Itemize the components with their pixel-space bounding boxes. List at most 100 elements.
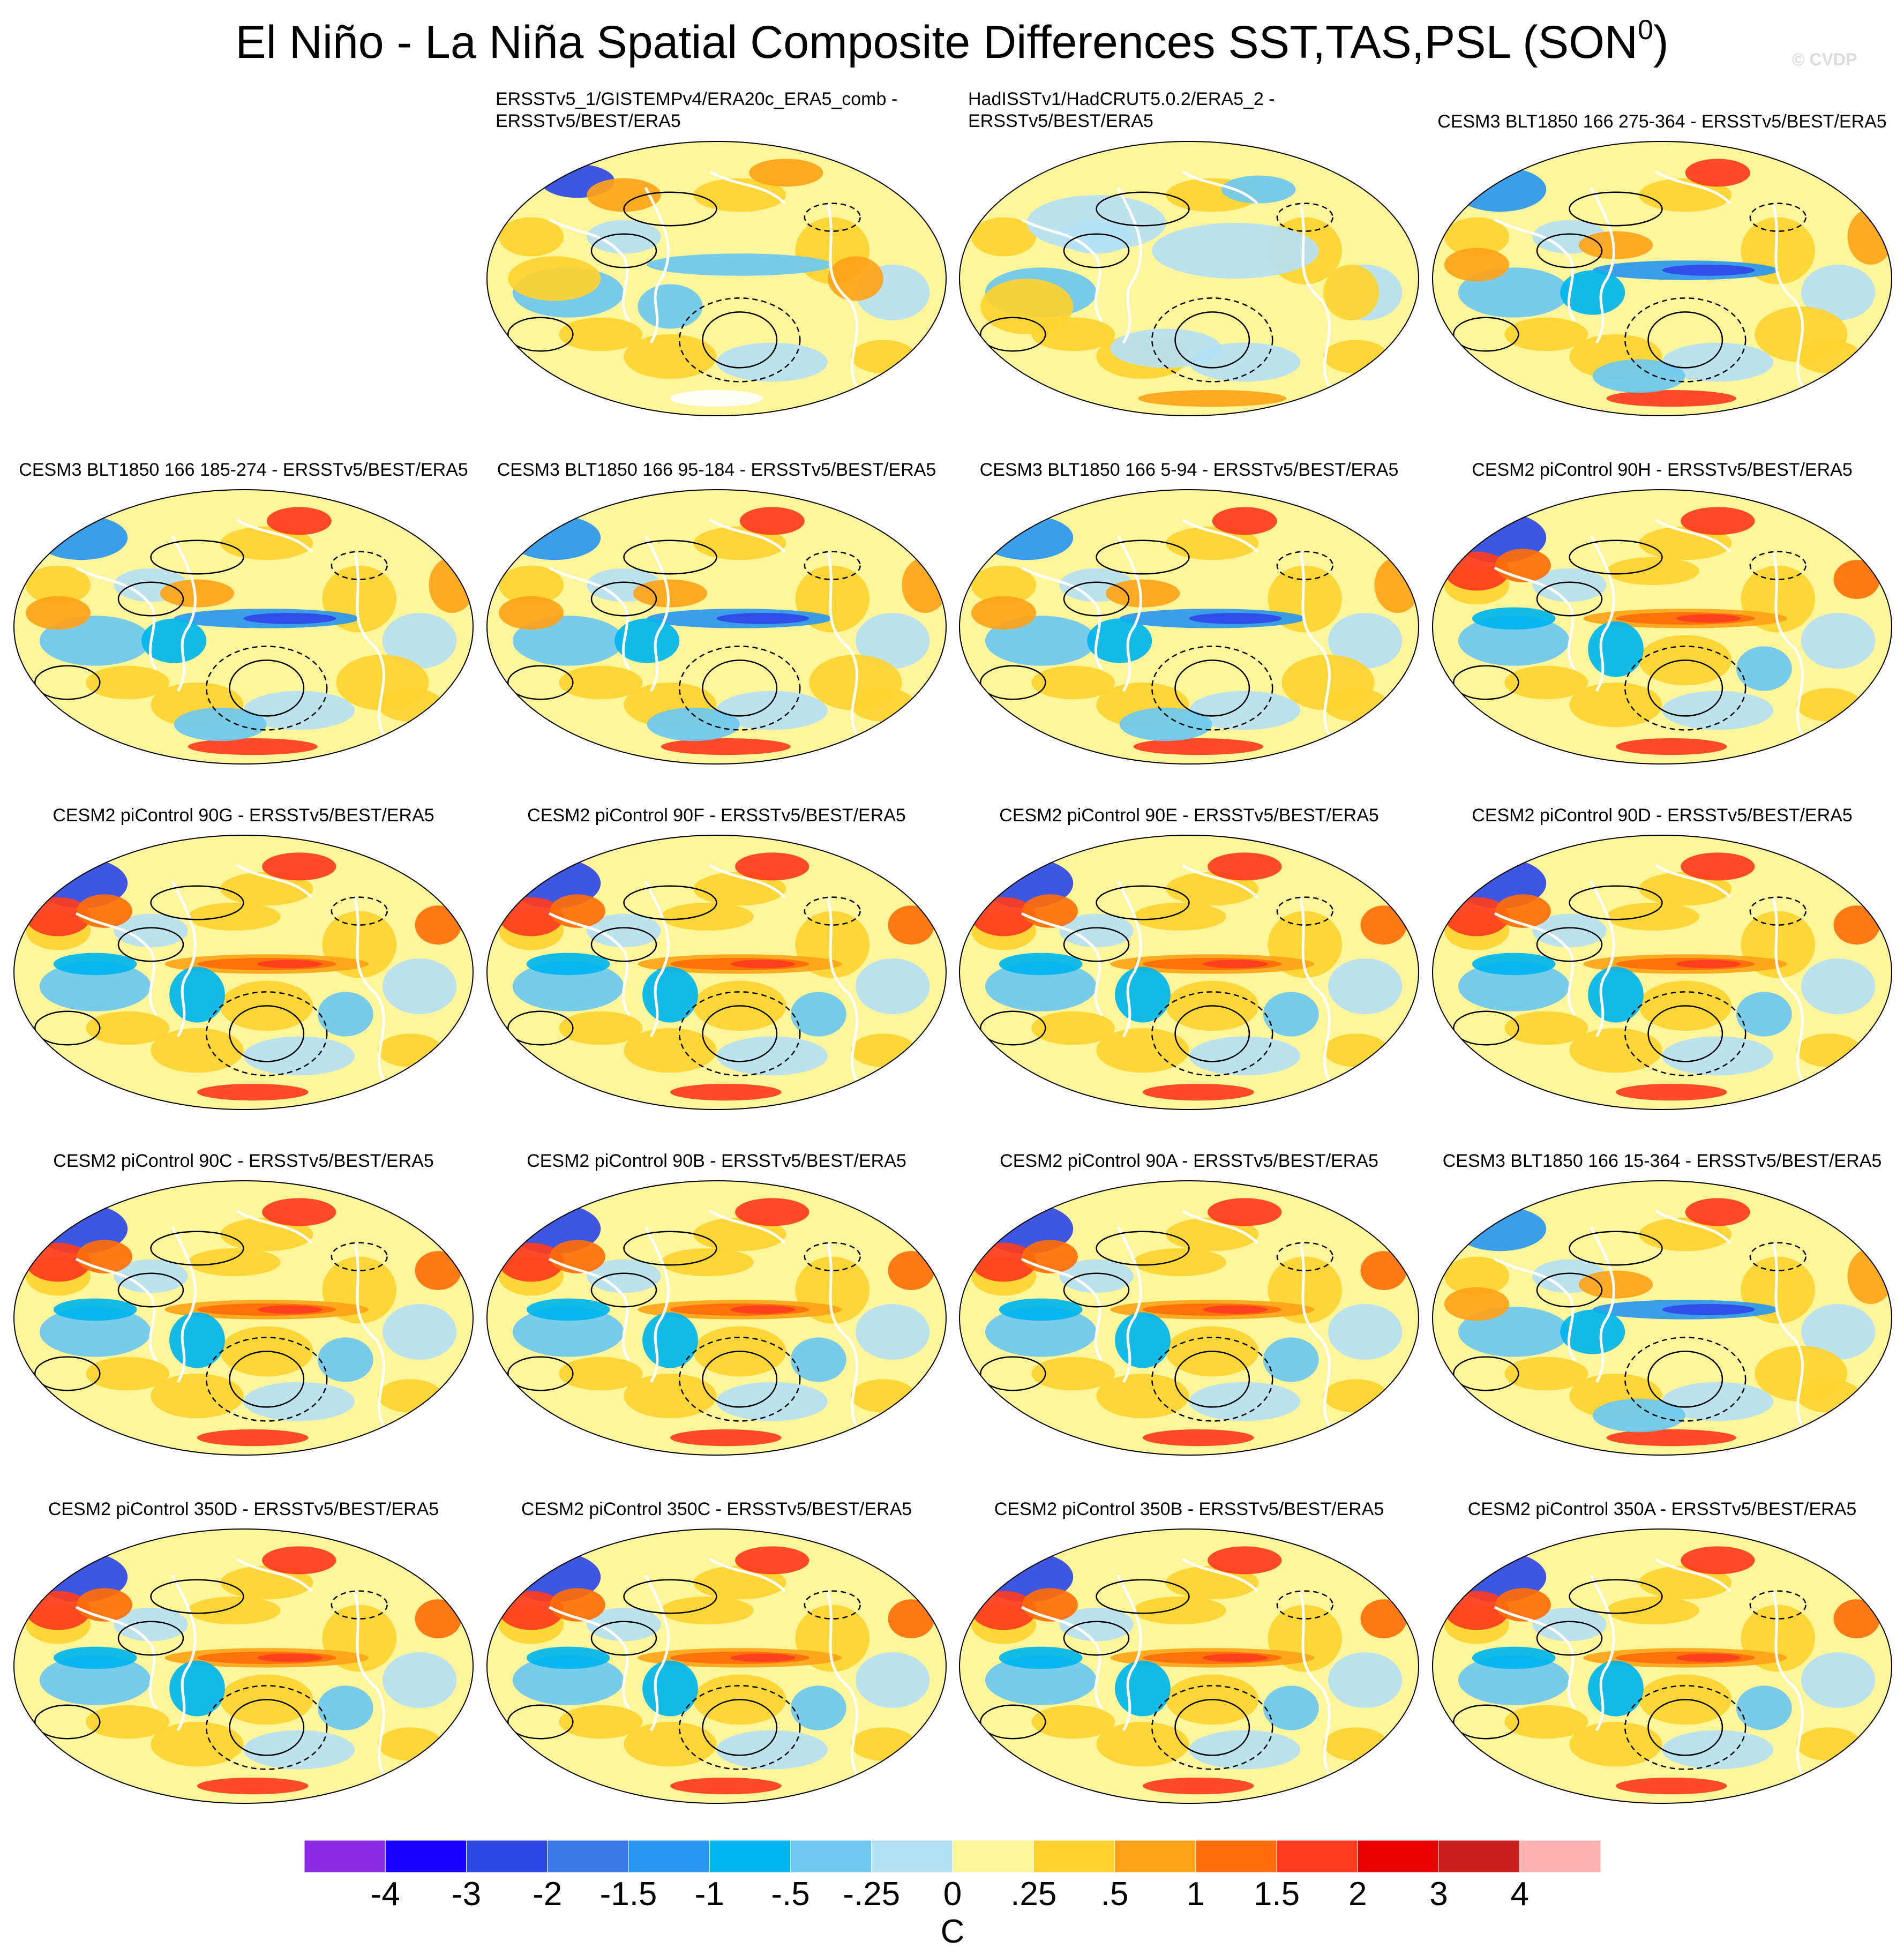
psl-contour bbox=[679, 297, 801, 383]
anomaly-region bbox=[670, 390, 763, 407]
psl-contour bbox=[1174, 1699, 1250, 1756]
coastline bbox=[1590, 186, 1615, 344]
anomaly-region bbox=[735, 1198, 809, 1226]
composite-map bbox=[959, 1180, 1419, 1456]
anomaly-region bbox=[1616, 1084, 1727, 1101]
coastline bbox=[826, 897, 861, 1086]
anomaly-region bbox=[1847, 209, 1892, 265]
coastline bbox=[1494, 1257, 1577, 1362]
colorbar-tick: 1.5 bbox=[1253, 1876, 1300, 1913]
panel-title-line1: CESM2 piControl 90H - ERSSTv5/BEST/ERA5 bbox=[1472, 460, 1853, 480]
psl-contour bbox=[1151, 297, 1273, 383]
psl-contour bbox=[117, 1272, 184, 1308]
coastline bbox=[709, 864, 786, 898]
anomaly-region bbox=[1444, 217, 1510, 257]
coastline bbox=[1590, 1574, 1615, 1732]
psl-contour bbox=[1647, 1005, 1723, 1062]
anomaly-region bbox=[1662, 691, 1774, 730]
anomaly-region bbox=[1458, 1655, 1570, 1705]
map-border bbox=[486, 141, 947, 416]
psl-contour bbox=[1624, 297, 1746, 383]
psl-contour bbox=[1151, 1337, 1273, 1422]
anomaly-region bbox=[856, 613, 930, 669]
composite-map bbox=[486, 1528, 947, 1804]
psl-contour bbox=[331, 1590, 388, 1620]
colorbar-tick: .5 bbox=[1100, 1876, 1129, 1913]
anomaly-region bbox=[1059, 1259, 1134, 1293]
panel-title: CESM2 piControl 90C - ERSSTv5/BEST/ERA5 bbox=[12, 1150, 475, 1172]
anomaly-region bbox=[985, 1655, 1097, 1705]
coastline bbox=[548, 912, 631, 1016]
anomaly-region bbox=[587, 1607, 661, 1642]
anomaly-region bbox=[1323, 265, 1380, 320]
panel-title-line1: CESM3 BLT1850 166 185-274 - ERSSTv5/BEST… bbox=[19, 460, 468, 480]
anomaly-region bbox=[730, 1653, 796, 1662]
coastline bbox=[1299, 1242, 1333, 1432]
colorbar-bin bbox=[1195, 1840, 1277, 1872]
anomaly-region bbox=[1569, 1722, 1662, 1767]
psl-contour bbox=[804, 1242, 861, 1271]
colorbar-bin bbox=[628, 1840, 710, 1872]
anomaly-region bbox=[1504, 1705, 1588, 1739]
psl-contour bbox=[1096, 1231, 1190, 1266]
coastline bbox=[1181, 864, 1258, 898]
anomaly-region bbox=[730, 1305, 796, 1314]
panel-title: CESM2 piControl 90G - ERSSTv5/BEST/ERA5 bbox=[12, 805, 475, 827]
psl-contour bbox=[1749, 1242, 1806, 1271]
psl-contour bbox=[623, 539, 717, 575]
panel-title-line1: CESM2 piControl 90G - ERSSTv5/BEST/ERA5 bbox=[53, 805, 434, 826]
map-border bbox=[959, 1180, 1419, 1456]
anomaly-region bbox=[1606, 1429, 1736, 1447]
anomaly-region bbox=[642, 1660, 698, 1717]
anomaly-region bbox=[856, 1304, 930, 1360]
anomaly-region bbox=[86, 1011, 170, 1045]
map-panel: CESM3 BLT1850 166 95-184 - ERSSTv5/BEST/… bbox=[485, 437, 948, 766]
psl-contour bbox=[1151, 991, 1273, 1076]
anomaly-region bbox=[526, 1646, 610, 1669]
coastline bbox=[171, 880, 197, 1038]
anomaly-region bbox=[220, 1217, 313, 1251]
psl-contour bbox=[1624, 1685, 1746, 1770]
anomaly-region bbox=[415, 905, 462, 945]
anomaly-region bbox=[1639, 178, 1732, 212]
psl-contour bbox=[1647, 660, 1723, 717]
anomaly-region bbox=[1203, 960, 1268, 969]
colorbar-tick: -1 bbox=[694, 1876, 724, 1913]
psl-contour bbox=[1096, 191, 1190, 227]
colorbar-bin bbox=[385, 1840, 467, 1872]
anomaly-region bbox=[1676, 1653, 1741, 1662]
psl-contour bbox=[1569, 1231, 1663, 1266]
map-panel: CESM2 piControl 90H - ERSSTv5/BEST/ERA5 bbox=[1430, 437, 1894, 766]
anomaly-region bbox=[1662, 1730, 1774, 1770]
anomaly-region bbox=[383, 1304, 457, 1360]
anomaly-region bbox=[1096, 1028, 1189, 1073]
anomaly-region bbox=[1119, 707, 1212, 741]
coastline bbox=[1116, 535, 1142, 692]
anomaly-region bbox=[661, 738, 791, 755]
anomaly-region bbox=[1115, 966, 1171, 1023]
composite-map bbox=[1432, 1528, 1892, 1804]
anomaly-region bbox=[1606, 390, 1736, 407]
map-panel: CESM2 piControl 90G - ERSSTv5/BEST/ERA5 bbox=[12, 782, 475, 1112]
anomaly-region bbox=[716, 613, 809, 624]
coastline bbox=[1021, 218, 1104, 323]
panel-title: CESM2 piControl 350C - ERSSTv5/BEST/ERA5 bbox=[485, 1498, 948, 1520]
anomaly-region bbox=[1328, 613, 1403, 669]
anomaly-region bbox=[1026, 195, 1166, 251]
panel-title-line1: CESM3 BLT1850 166 275-364 - ERSSTv5/BEST… bbox=[1437, 111, 1887, 132]
panel-title-line1: CESM2 piControl 90E - ERSSTv5/BEST/ERA5 bbox=[999, 805, 1379, 826]
map-panel: CESM2 piControl 350A - ERSSTv5/BEST/ERA5 bbox=[1430, 1476, 1894, 1805]
anomaly-region bbox=[559, 317, 643, 351]
anomaly-region bbox=[1374, 557, 1419, 613]
coastline bbox=[1494, 912, 1577, 1016]
anomaly-region bbox=[114, 1607, 188, 1642]
coastline bbox=[236, 1209, 313, 1244]
composite-map bbox=[1432, 141, 1892, 416]
anomaly-region bbox=[730, 960, 796, 969]
psl-contour bbox=[1569, 885, 1663, 920]
coastline bbox=[1494, 566, 1577, 671]
psl-contour bbox=[206, 1685, 328, 1770]
anomaly-region bbox=[587, 913, 661, 948]
anomaly-region bbox=[559, 1011, 643, 1045]
anomaly-region bbox=[1360, 905, 1407, 945]
